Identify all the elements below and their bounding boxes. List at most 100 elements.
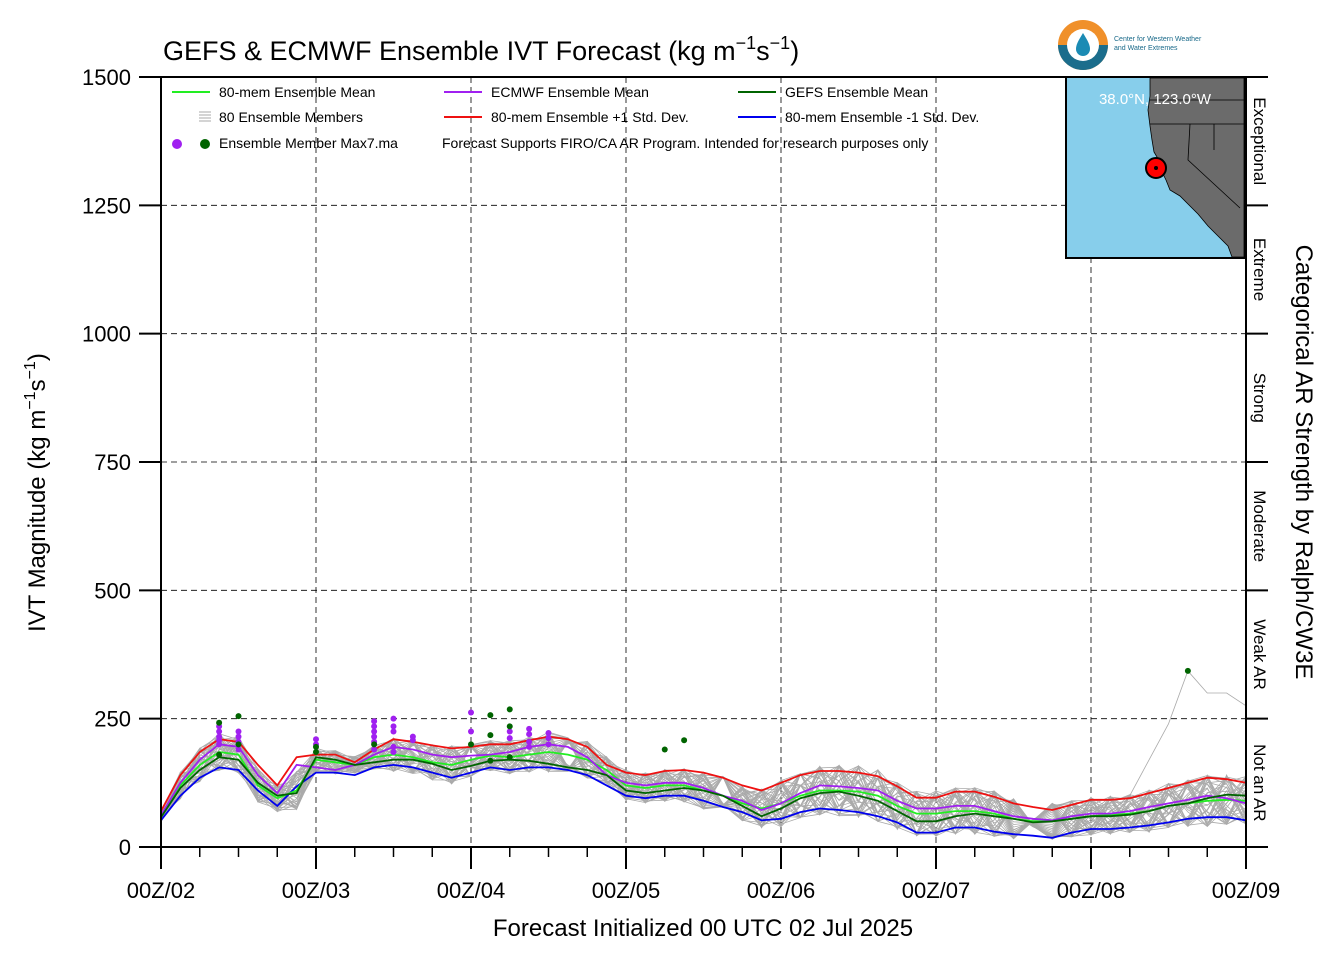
disclaimer-text: Forecast Supports FIRO/CA AR Program. In… (442, 135, 928, 151)
ecmwf-max-point (371, 746, 378, 753)
ecmwf-max-point (506, 735, 513, 742)
inset-map-marker-dot (1154, 166, 1158, 170)
gefs-max-point (506, 706, 513, 713)
x-tick-label: 00Z/05 (592, 878, 661, 903)
ensemble-member-line (160, 738, 1247, 837)
y-tick-label: 500 (94, 578, 131, 603)
gefs-max-point (371, 741, 378, 748)
x-tick-label: 00Z/03 (282, 878, 351, 903)
cw3e-logo: Center for Western Weather and Water Ext… (1058, 20, 1202, 70)
gefs-max-point (487, 757, 494, 764)
gefs-max-point (1184, 667, 1191, 674)
ecmwf-max-point (526, 738, 533, 745)
legend-label-max: Ensemble Member Max7.ma (219, 135, 398, 151)
ensemble-member-line (160, 737, 1247, 837)
ecmwf-max-point (371, 718, 378, 725)
x-tick-label: 00Z/08 (1057, 878, 1126, 903)
x-tick-label: 00Z/06 (747, 878, 816, 903)
gefs-max-point (487, 712, 494, 719)
gefs-max-point (681, 737, 688, 744)
legend-marker-gefs-max (200, 139, 210, 149)
y-axis-label: IVT Magnitude (kg m−1s−1) (22, 353, 51, 632)
series-line-3 (160, 735, 1247, 812)
gefs-max-point (468, 741, 474, 748)
gefs-max-point (313, 749, 319, 756)
axes: 0 250 500 750 1000 1250 1500 00Z/02 00Z/03 00Z/04… (82, 65, 1280, 903)
ensemble-member-line (160, 736, 1247, 837)
water-drop-icon (1076, 33, 1090, 56)
inset-map-location-label: 38.0°N, 123.0°W (1099, 91, 1212, 108)
gefs-max-point (216, 751, 223, 758)
gefs-max-point (216, 719, 223, 726)
ensemble-members (160, 670, 1247, 840)
ecmwf-max-point (545, 735, 552, 742)
legend: 80-mem Ensemble Mean 80 Ensemble Members… (172, 84, 979, 151)
ecmwf-max-point (235, 728, 242, 735)
series-line-2 (160, 756, 1247, 824)
category-label: Extreme (1250, 238, 1269, 301)
x-tick-label: 00Z/07 (902, 878, 971, 903)
gefs-max-point (235, 741, 242, 748)
y-tick-label: 250 (94, 707, 131, 732)
ecmwf-max-point (216, 741, 223, 748)
legend-marker-ecmwf-max (172, 139, 182, 149)
ecmwf-max-point (216, 737, 223, 744)
ecmwf-max-point (216, 728, 223, 735)
legend-label-plus-std: 80-mem Ensemble +1 Std. Dev. (491, 109, 689, 125)
category-label: Weak AR (1250, 619, 1269, 690)
category-label: Strong (1250, 373, 1269, 423)
max-points (216, 667, 1191, 764)
gefs-max-point (506, 754, 513, 761)
logo-text-line2: and Water Extremes (1114, 45, 1178, 52)
ar-category-axis: Not an AR Weak AR Moderate Strong Extreme Exc… (1246, 76, 1269, 848)
ecmwf-max-point (409, 737, 416, 744)
series-line-1 (160, 743, 1247, 822)
ecmwf-max-point (526, 731, 533, 738)
ecmwf-max-point (235, 733, 242, 740)
gefs-max-point (235, 713, 242, 720)
y-tick-label: 1250 (82, 193, 131, 218)
ecmwf-max-point (506, 728, 513, 735)
ecmwf-max-point (390, 715, 397, 722)
ensemble-member-line (160, 739, 1247, 838)
ecmwf-max-point (390, 728, 397, 735)
x-tick-label: 00Z/02 (127, 878, 196, 903)
right-axis-label: Categorical AR Strength by Ralph/CW3E (1290, 245, 1317, 680)
series-lines (160, 735, 1247, 839)
gefs-max-point (661, 746, 668, 753)
category-label: Exceptional (1250, 97, 1269, 185)
inset-map: 38.0°N, 123.0°W (1065, 76, 1246, 259)
gefs-max-point (487, 732, 494, 739)
grid-lines (161, 77, 1246, 847)
legend-label-members: 80 Ensemble Members (219, 109, 363, 125)
ecmwf-max-point (526, 743, 533, 750)
chart-title: GEFS & ECMWF Ensemble IVT Forecast (kg m… (163, 33, 799, 66)
ecmwf-max-point (468, 728, 474, 735)
gefs-max-point (506, 723, 513, 730)
legend-swatch-members (199, 111, 211, 122)
ecmwf-max-point (371, 728, 378, 735)
inset-map-borders (1150, 99, 1244, 209)
series-line-4 (160, 763, 1247, 839)
ecmwf-max-point (390, 743, 397, 750)
ecmwf-max-point (545, 730, 552, 737)
ecmwf-max-point (468, 709, 474, 716)
x-axis-label: Forecast Initialized 00 UTC 02 Jul 2025 (493, 915, 913, 942)
ecmwf-max-point (313, 736, 319, 743)
y-tick-label: 1500 (82, 65, 131, 90)
gefs-max-point (313, 743, 319, 750)
y-tick-label: 0 (119, 835, 131, 860)
legend-label-mean: 80-mem Ensemble Mean (219, 84, 375, 100)
legend-label-minus-std: 80-mem Ensemble -1 Std. Dev. (785, 109, 979, 125)
x-tick-label: 00Z/04 (437, 878, 506, 903)
logo-text-line1: Center for Western Weather (1114, 36, 1202, 43)
ecmwf-max-point (526, 725, 533, 732)
y-tick-label: 1000 (82, 322, 131, 347)
category-label: Not an AR (1250, 744, 1269, 822)
ecmwf-max-point (390, 723, 397, 730)
ecmwf-max-point (545, 741, 552, 748)
ecmwf-max-point (235, 746, 242, 753)
legend-label-gefs: GEFS Ensemble Mean (785, 84, 928, 100)
ecmwf-max-point (390, 749, 397, 756)
